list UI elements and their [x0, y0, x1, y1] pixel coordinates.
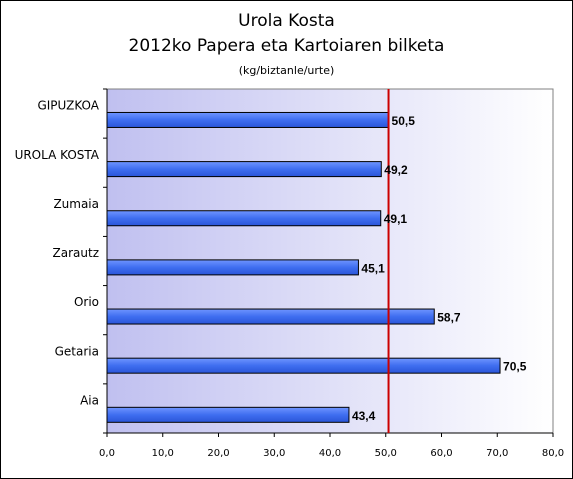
bar	[106, 259, 359, 276]
data-label: 49,1	[384, 212, 408, 226]
x-tick-label: 40,0	[319, 448, 341, 459]
bar	[106, 406, 350, 423]
data-label: 70,5	[503, 360, 527, 374]
data-label: 58,7	[437, 311, 461, 325]
x-tick-label: 60,0	[430, 448, 452, 459]
bar	[106, 161, 382, 178]
bar	[106, 308, 435, 325]
data-label: 50,5	[392, 114, 416, 128]
category-label: Getaria	[55, 344, 99, 358]
bar	[106, 210, 382, 227]
bar	[106, 357, 501, 374]
category-label: Zarautz	[53, 246, 99, 260]
x-tick-label: 80,0	[542, 448, 564, 459]
category-label: UROLA KOSTA	[15, 148, 100, 162]
x-tick-label: 30,0	[263, 448, 285, 459]
x-tick-label: 10,0	[152, 448, 174, 459]
chart-title: Urola Kosta	[238, 11, 335, 31]
category-label: Orio	[74, 295, 99, 309]
chart-unit-note: (kg/biztanle/urte)	[238, 64, 335, 77]
data-label: 43,4	[352, 409, 376, 423]
x-tick-label: 50,0	[375, 448, 397, 459]
x-tick-label: 20,0	[207, 448, 229, 459]
category-label: Aia	[80, 393, 99, 407]
chart-subtitle: 2012ko Papera eta Kartoiaren bilketa	[128, 36, 445, 56]
x-tick-label: 70,0	[486, 448, 508, 459]
data-label: 49,2	[384, 163, 408, 177]
category-label: GIPUZKOA	[37, 99, 99, 113]
x-tick-label: 0,0	[99, 448, 115, 459]
category-label: Zumaia	[53, 197, 99, 211]
data-label: 45,1	[361, 261, 385, 275]
bar	[106, 111, 390, 128]
